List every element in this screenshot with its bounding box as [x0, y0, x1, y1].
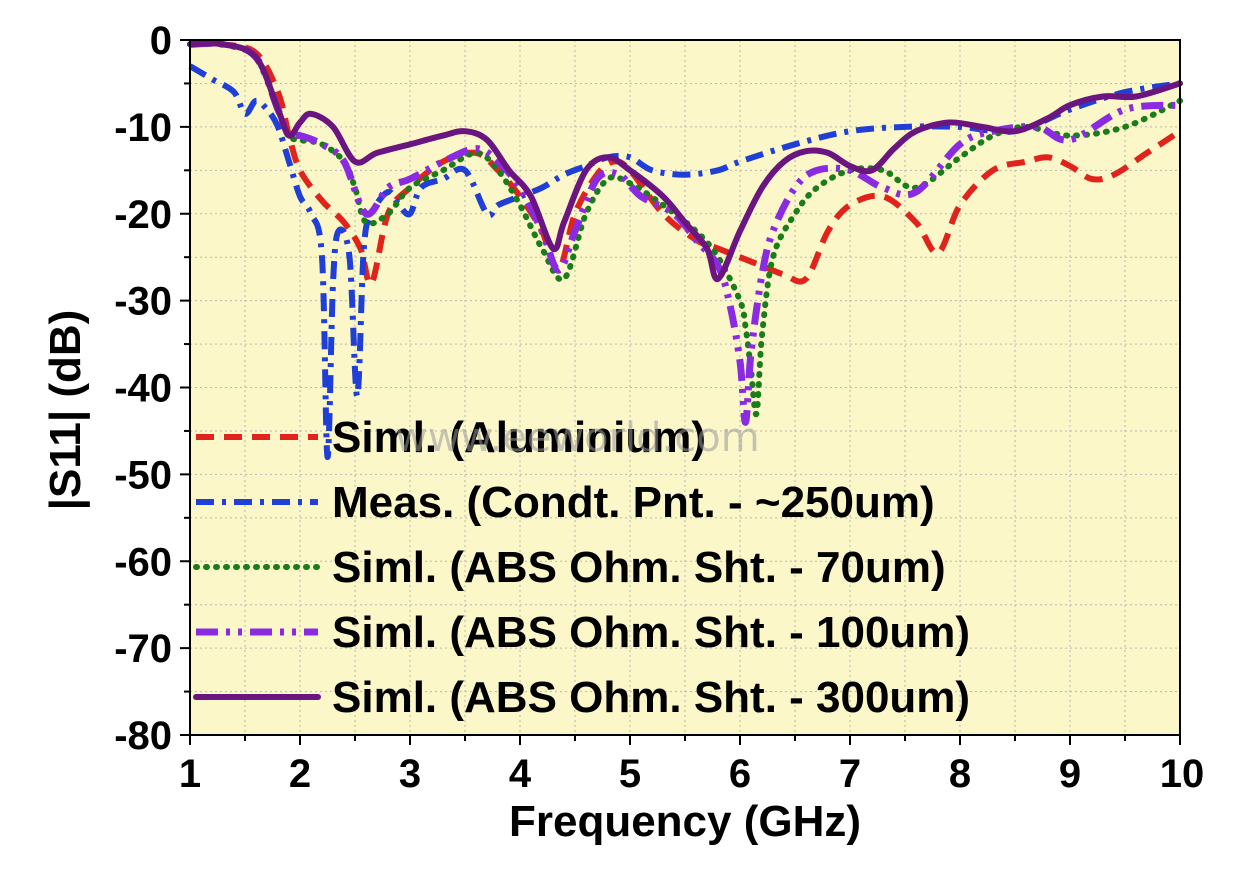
data-lines: [187, 39, 1183, 461]
y-tick-label: 0: [150, 19, 172, 63]
y-tick-label: -80: [114, 714, 172, 758]
watermark: www.eeworld.com: [395, 415, 760, 461]
y-tick-label: -50: [114, 453, 172, 497]
x-tick-label: 9: [1059, 752, 1081, 796]
legend-label-4: Siml. (ABS Ohm. Sht. - 100um): [332, 608, 970, 657]
grid: [189, 39, 1181, 736]
legend-label-5: Siml. (ABS Ohm. Sht. - 300um): [332, 673, 970, 722]
x-tick-label: 4: [509, 752, 532, 796]
x-tick-label: 10: [1160, 752, 1205, 796]
y-tick-label: -40: [114, 367, 172, 411]
series-line-5: [187, 40, 1183, 282]
legend-label-2: Meas. (Condt. Pnt. - ~250um): [332, 478, 935, 527]
legend-label-3: Siml. (ABS Ohm. Sht. - 70um): [332, 543, 946, 592]
series-line-4: [189, 39, 1181, 426]
legend-label-1: Siml. (Aluminium): [332, 413, 706, 462]
x-tick-label: 6: [729, 752, 751, 796]
x-axis-title: Frequency (GHz): [509, 797, 861, 846]
y-tick-label: -10: [114, 106, 172, 150]
series-line-3: [187, 40, 1183, 417]
series-line-2: [188, 63, 1181, 461]
series-line-1: [189, 40, 1182, 287]
x-tick-label: 3: [399, 752, 421, 796]
x-axis: 1 2 3 4 5 6 7 8 9 10: [179, 735, 1205, 796]
x-tick-label: 7: [839, 752, 861, 796]
legend: Siml. (Aluminium) Meas. (Condt. Pnt. - ~2…: [193, 413, 970, 722]
y-axis: 0 -10 -20 -30 -40 -50 -60 -70 -80: [114, 19, 190, 758]
x-tick-label: 8: [949, 752, 971, 796]
x-tick-label: 1: [179, 752, 201, 796]
y-tick-label: -30: [114, 280, 172, 324]
x-tick-label: 5: [619, 752, 641, 796]
x-tick-label: 2: [289, 752, 311, 796]
y-tick-label: -60: [114, 540, 172, 584]
y-tick-label: -70: [114, 627, 172, 671]
y-tick-label: -20: [114, 193, 172, 237]
y-axis-title: |S11| (dB): [41, 310, 91, 511]
